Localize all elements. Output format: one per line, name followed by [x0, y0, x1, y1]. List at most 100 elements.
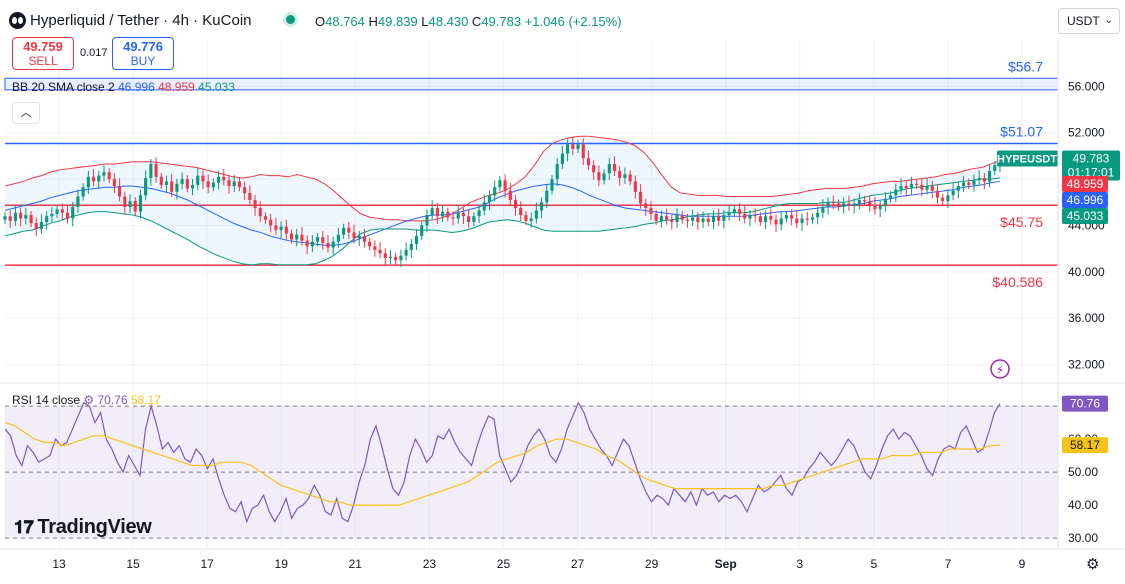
- candle-body: [248, 193, 252, 200]
- candle-body: [602, 173, 606, 181]
- candle-body: [550, 179, 554, 191]
- candle-body: [925, 186, 929, 190]
- candle-body: [237, 181, 241, 188]
- open-label: O: [315, 14, 326, 29]
- time-tick-label: 29: [645, 557, 659, 571]
- candle-body: [607, 164, 611, 174]
- candle-body: [154, 164, 158, 177]
- time-tick-label: 17: [200, 557, 214, 571]
- settings-gear-icon[interactable]: ⚙: [1086, 556, 1100, 573]
- level-label: $40.586: [992, 274, 1043, 290]
- candle-body: [180, 179, 184, 184]
- currency-select[interactable]: USDT ⌄: [1058, 8, 1120, 34]
- candle-body: [201, 175, 205, 182]
- candle-body: [810, 217, 815, 220]
- candle-body: [946, 195, 950, 202]
- candle-body: [982, 177, 986, 182]
- sell-label: SELL: [28, 54, 58, 68]
- time-tick-label: Sep: [715, 557, 737, 571]
- chevron-down-icon: ⌄: [1104, 15, 1113, 26]
- last-price-label: 49.783: [1073, 151, 1110, 165]
- rsi-value-bg: [1062, 395, 1108, 412]
- time-tick-label: 23: [423, 557, 437, 571]
- candle-body: [196, 175, 200, 185]
- candle-body: [451, 217, 455, 219]
- rsi-settings-icon[interactable]: ⚙: [83, 393, 95, 407]
- candle-body: [597, 172, 601, 181]
- price-tick-label: 32.000: [1068, 358, 1105, 372]
- candle-body: [477, 210, 481, 217]
- candle-body: [842, 203, 846, 207]
- symbol-title[interactable]: Hyperliquid / Tether · 4h · KuCoin: [30, 12, 252, 29]
- candle-body: [628, 174, 632, 182]
- rsi-value: 70.76: [97, 393, 128, 407]
- indicator-price-label: 48.959: [1067, 177, 1104, 191]
- candle-body: [779, 218, 783, 225]
- candle-body: [649, 208, 653, 214]
- candle-body: [487, 195, 492, 203]
- time-tick-label: 7: [945, 557, 952, 571]
- candle-body: [847, 203, 851, 206]
- bollinger-upper-value: 48.959: [158, 80, 195, 94]
- candle-body: [581, 144, 585, 159]
- time-tick-label: 3: [796, 557, 803, 571]
- candle-body: [331, 241, 335, 248]
- candle-body: [743, 213, 747, 219]
- candle-body: [138, 195, 143, 212]
- candle-body: [373, 246, 377, 250]
- rsi-ma-value-bg: [1062, 437, 1108, 454]
- candle-body: [222, 176, 226, 181]
- candle-body: [941, 197, 945, 202]
- sell-button[interactable]: 49.759 SELL: [12, 37, 74, 70]
- candle-body: [753, 215, 757, 217]
- buy-label: BUY: [130, 54, 156, 68]
- price-tick-label: 40.000: [1068, 265, 1105, 279]
- buy-button[interactable]: 49.776 BUY: [112, 37, 174, 70]
- candle-body: [81, 187, 85, 197]
- candle-body: [107, 172, 111, 180]
- candle-body: [915, 183, 919, 185]
- candle-body: [935, 190, 940, 198]
- tradingview-logo[interactable]: 𝟏𝟕 TradingView: [14, 516, 152, 539]
- indicator-price-bg: [1062, 192, 1108, 208]
- candle-body: [289, 233, 294, 240]
- rsi-value-label: 70.76: [1070, 397, 1100, 411]
- level-label: $56.7: [1008, 58, 1043, 74]
- rsi-legend-label: RSI 14 close: [12, 393, 81, 407]
- candle-body: [795, 218, 799, 224]
- candle-body: [342, 227, 346, 235]
- candle-body: [638, 191, 643, 204]
- candle-body: [758, 216, 762, 223]
- candle-body: [592, 165, 596, 173]
- bollinger-legend[interactable]: BB 20 SMA close 2 46.996 48.959 45.033: [12, 80, 235, 94]
- sell-price: 49.759: [23, 39, 63, 54]
- candle-body: [784, 215, 788, 219]
- candle-body: [967, 182, 971, 185]
- candle-body: [378, 249, 382, 254]
- candle-body: [675, 215, 679, 223]
- candle-body: [717, 216, 721, 221]
- candle-body: [65, 212, 70, 219]
- candle-body: [988, 171, 992, 182]
- candle-body: [566, 144, 570, 154]
- candle-body: [691, 217, 695, 221]
- candle-body: [774, 219, 778, 225]
- candle-body: [545, 190, 549, 203]
- candle-body: [368, 241, 372, 247]
- candle-body: [894, 189, 898, 196]
- candle-body: [45, 216, 49, 223]
- candle-body: [555, 164, 559, 180]
- rsi-legend[interactable]: RSI 14 close ⚙ 70.76 58.17: [12, 393, 161, 407]
- candle-body: [576, 144, 580, 149]
- candle-body: [961, 182, 966, 187]
- candle-body: [430, 208, 434, 216]
- close-label: C: [471, 14, 482, 29]
- bollinger-band-fill: [5, 136, 1000, 265]
- candle-body: [498, 180, 502, 188]
- candle-body: [883, 198, 887, 206]
- candle-body: [159, 176, 163, 185]
- rsi-ma-value: 58.17: [130, 393, 161, 407]
- collapse-indicators-button[interactable]: ︿: [12, 102, 40, 124]
